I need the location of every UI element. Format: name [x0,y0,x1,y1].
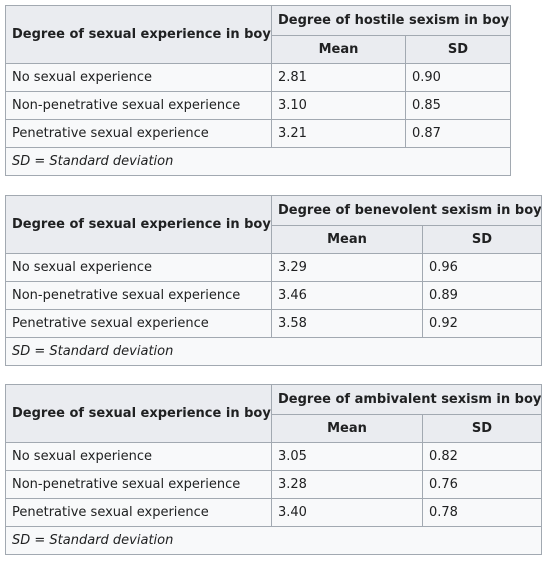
sd-value: 0.92 [421,309,543,338]
footnote: SD = Standard deviation [4,147,512,176]
table-row: Non-penetrative sexual experience 3.10 0… [5,91,512,120]
mean-value: 3.10 [271,91,406,120]
footnote: SD = Standard deviation [5,526,542,555]
table-row: Non-penetrative sexual experience 3.46 0… [5,281,543,310]
row-label: No sexual experience [5,253,272,282]
table-row: Penetrative sexual experience 3.40 0.78 [5,498,542,527]
table-row: Non-penetrative sexual experience 3.28 0… [5,470,542,499]
table-row: Penetrative sexual experience 3.58 0.92 [5,309,543,338]
row-label: Non-penetrative sexual experience [5,470,272,499]
mean-value: 3.05 [271,442,423,471]
mean-value: 3.21 [271,119,406,148]
sd-header: SD [421,225,543,254]
sd-value: 0.85 [404,91,512,120]
row-label: Penetrative sexual experience [5,119,272,148]
sd-value: 0.76 [422,470,542,499]
benevolent-sexism-table: Degree of sexual experience in boys Degr… [4,195,543,366]
row-header: Degree of sexual experience in boys [5,5,272,64]
row-label: No sexual experience [5,442,272,471]
sd-value: 0.96 [421,253,543,282]
row-label: Penetrative sexual experience [5,498,272,527]
row-label: Non-penetrative sexual experience [5,281,272,310]
ambivalent-sexism-table: Degree of sexual experience in boys Degr… [5,384,542,555]
sd-header: SD [404,35,512,64]
sd-value: 0.87 [404,119,512,148]
sd-header: SD [422,414,542,443]
group-header: Degree of benevolent sexism in boys [270,195,543,226]
table-row: No sexual experience 3.29 0.96 [5,253,543,282]
row-label: Penetrative sexual experience [5,309,272,338]
mean-value: 3.28 [271,470,423,499]
group-header: Degree of hostile sexism in boys [270,5,512,36]
mean-header: Mean [271,225,423,254]
row-label: No sexual experience [5,63,272,92]
row-header: Degree of sexual experience in boys [5,195,272,254]
mean-value: 3.46 [271,281,423,310]
sd-value: 0.78 [422,498,542,527]
mean-value: 3.40 [271,498,423,527]
sd-value: 0.89 [421,281,543,310]
sd-value: 0.90 [404,63,512,92]
mean-value: 3.29 [271,253,423,282]
table-row: Penetrative sexual experience 3.21 0.87 [5,119,512,148]
mean-value: 2.81 [271,63,406,92]
hostile-sexism-table: Degree of sexual experience in boys Degr… [4,5,512,176]
mean-value: 3.58 [271,309,423,338]
group-header: Degree of ambivalent sexism in boys [271,384,542,415]
footnote: SD = Standard deviation [4,337,543,366]
table-row: No sexual experience 3.05 0.82 [5,442,542,471]
row-label: Non-penetrative sexual experience [5,91,272,120]
row-header: Degree of sexual experience in boys [5,384,272,443]
table-row: No sexual experience 2.81 0.90 [5,63,512,92]
mean-header: Mean [271,414,423,443]
mean-header: Mean [271,35,406,64]
sd-value: 0.82 [422,442,542,471]
